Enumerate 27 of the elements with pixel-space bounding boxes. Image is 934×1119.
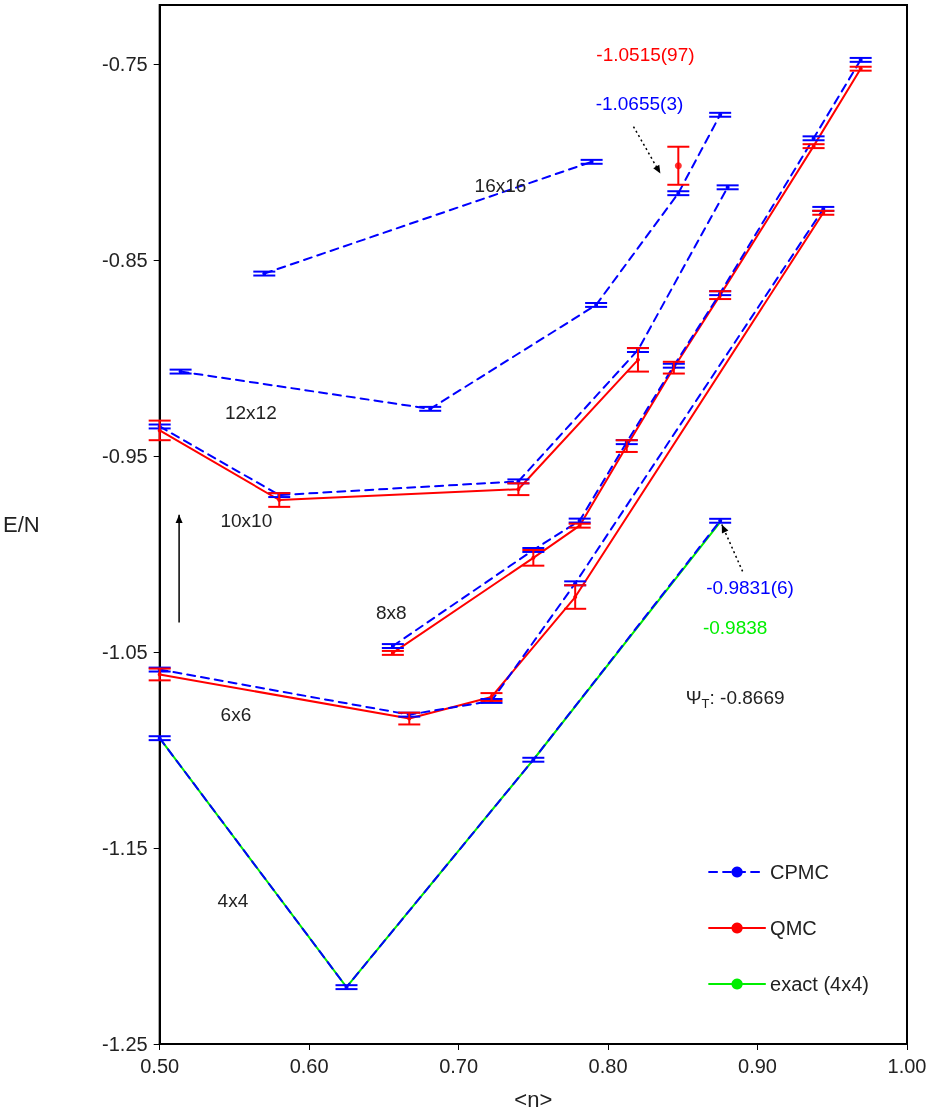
y-tick-label: -1.25 bbox=[102, 1033, 148, 1055]
annotation: -1.0655(3) bbox=[595, 92, 684, 114]
annotation: 4x4 bbox=[217, 890, 249, 912]
x-tick-label: 0.60 bbox=[289, 1055, 329, 1077]
annotation: -0.9838 bbox=[702, 616, 768, 638]
annotation: 12x12 bbox=[224, 402, 277, 424]
x-axis-title: <n> bbox=[514, 1086, 553, 1112]
annotation: 10x10 bbox=[220, 510, 273, 532]
x-tick-label: 0.50 bbox=[140, 1055, 180, 1077]
legend-label: CPMC bbox=[770, 861, 829, 883]
annotation: -1.0515(97) bbox=[596, 43, 695, 65]
x-tick-label: 0.80 bbox=[588, 1055, 628, 1077]
y-tick-label: -0.95 bbox=[102, 444, 148, 467]
y-tick-label: -1.05 bbox=[102, 640, 148, 663]
x-tick-label: 0.90 bbox=[738, 1055, 777, 1077]
y-tick-label: -0.75 bbox=[102, 52, 148, 75]
legend-label: exact (4x4) bbox=[770, 973, 870, 995]
y-tick-label: -1.15 bbox=[102, 836, 148, 859]
y-tick-label: -0.85 bbox=[102, 248, 148, 271]
legend-label: QMC bbox=[770, 917, 817, 939]
x-tick-label: 1.00 bbox=[887, 1055, 927, 1077]
annotation: 16x16 bbox=[474, 174, 527, 196]
annotation: 8x8 bbox=[376, 602, 407, 624]
x-tick-label: 0.70 bbox=[439, 1055, 479, 1077]
annotation: 6x6 bbox=[220, 704, 252, 726]
y-axis-title: E/N bbox=[2, 512, 40, 537]
annotation: -0.9831(6) bbox=[706, 576, 794, 598]
